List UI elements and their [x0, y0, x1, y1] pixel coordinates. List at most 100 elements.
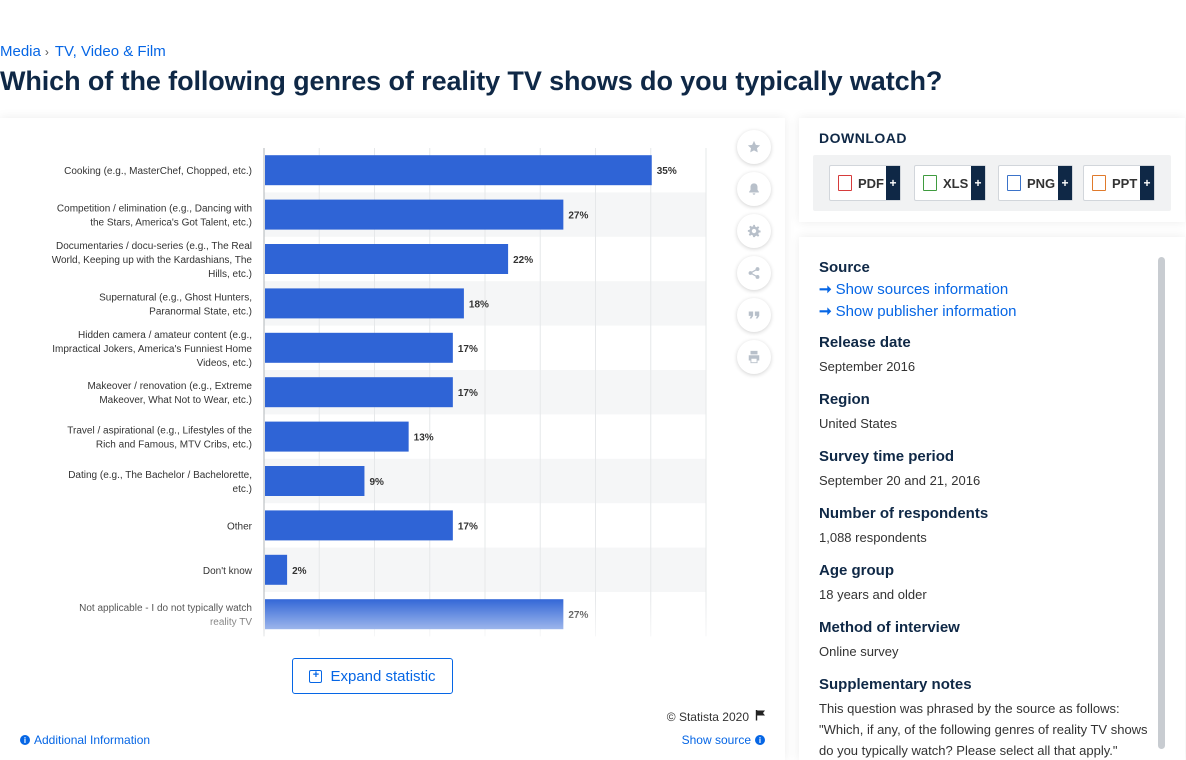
xls-file-icon: [923, 175, 937, 191]
arrow-right-icon: ➞: [819, 303, 832, 320]
details-scrollbar[interactable]: [1158, 257, 1165, 749]
chart-panel: 35% Cooking (e.g., MasterChef, Chopped, e…: [0, 118, 785, 760]
value-label: 22%: [513, 255, 533, 266]
expand-statistic-button[interactable]: + Expand statistic: [292, 658, 453, 694]
png-plus: +: [1058, 166, 1072, 200]
category-label: Paranormal State, etc.): [149, 306, 252, 317]
release-date-value: September 2016: [819, 359, 916, 374]
bar: [265, 332, 453, 363]
release-date-label: Release date: [819, 334, 911, 351]
category-label: Supernatural (e.g., Ghost Hunters,: [99, 292, 252, 303]
breadcrumb: Media › TV, Video & Film: [0, 43, 166, 60]
details-list: Source ➞ Show sources information ➞ Show p…: [819, 259, 1149, 760]
survey-period-value: September 20 and 21, 2016: [819, 473, 981, 488]
page-title: Which of the following genres of reality…: [0, 66, 943, 96]
fade-overlay: [0, 598, 730, 638]
pdf-label: PDF: [858, 175, 884, 191]
download-buttons: PDF + XLS + PNG + PPT +: [813, 155, 1171, 211]
category-label: Videos, etc.): [197, 358, 252, 369]
pdf-file-icon: [838, 175, 852, 191]
download-panel: DOWNLOAD PDF + XLS + PNG + PPT +: [799, 118, 1185, 222]
chart-tools: [737, 130, 773, 382]
details-panel: Source ➞ Show sources information ➞ Show p…: [799, 237, 1185, 760]
download-ppt-button[interactable]: PPT +: [1083, 165, 1155, 201]
gear-icon[interactable]: [737, 214, 771, 248]
breadcrumb-tv-video-film[interactable]: TV, Video & Film: [54, 43, 166, 60]
bell-icon[interactable]: [737, 172, 771, 206]
value-label: 18%: [469, 299, 489, 310]
bar: [265, 377, 453, 408]
show-source-label: Show source: [681, 733, 751, 747]
download-png-button[interactable]: PNG +: [998, 165, 1073, 201]
value-label: 35%: [657, 166, 677, 177]
value-label: 17%: [458, 521, 478, 532]
flag-icon[interactable]: [755, 709, 767, 724]
category-label: Travel / aspirational (e.g., Lifestyles …: [67, 426, 252, 437]
quote-icon[interactable]: [737, 298, 771, 332]
region-value: United States: [819, 416, 898, 431]
xls-plus: +: [971, 166, 985, 200]
bar: [265, 421, 409, 452]
category-label: Competition / elimination (e.g., Dancing…: [57, 204, 252, 215]
copyright: © Statista 2020: [667, 709, 767, 724]
source-label: Source: [819, 259, 870, 276]
respondents-value: 1,088 respondents: [819, 530, 927, 545]
ppt-plus: +: [1140, 166, 1154, 200]
bar: [265, 466, 365, 496]
additional-information-link[interactable]: i Additional Information: [20, 733, 150, 747]
value-label: 17%: [458, 388, 478, 399]
download-title: DOWNLOAD: [819, 130, 907, 146]
category-label: Don't know: [203, 566, 253, 577]
bar: [265, 288, 464, 319]
share-icon[interactable]: [737, 256, 771, 290]
category-label: Rich and Famous, MTV Cribs, etc.): [96, 440, 252, 451]
show-publisher-link[interactable]: ➞ Show publisher information: [819, 302, 1149, 321]
category-label: Hidden camera / amateur content (e.g.,: [78, 330, 252, 341]
supplementary-notes-value: This question was phrased by the source …: [819, 701, 1148, 758]
show-source-link[interactable]: Show source i: [682, 733, 765, 747]
value-label: 17%: [458, 344, 478, 355]
category-label: Dating (e.g., The Bachelor / Bachelorett…: [68, 470, 252, 481]
value-label: 2%: [292, 566, 307, 577]
category-label: Makeover / renovation (e.g., Extreme: [87, 381, 252, 392]
category-label: Other: [227, 521, 253, 532]
category-label: the Stars, America's Got Talent, etc.): [90, 218, 252, 229]
download-pdf-button[interactable]: PDF +: [829, 165, 901, 201]
age-group-label: Age group: [819, 562, 894, 579]
category-label: Hills, etc.): [208, 269, 252, 280]
category-label: Cooking (e.g., MasterChef, Chopped, etc.…: [64, 166, 252, 177]
png-file-icon: [1007, 175, 1021, 191]
value-label: 27%: [568, 211, 588, 222]
bar: [265, 155, 652, 186]
star-icon[interactable]: [737, 130, 771, 164]
png-label: PNG: [1027, 175, 1056, 191]
info-icon: i: [755, 735, 765, 745]
survey-period-label: Survey time period: [819, 448, 955, 465]
bar: [265, 554, 288, 585]
category-label: Makeover, What Not to Wear, etc.): [99, 395, 252, 406]
breadcrumb-media[interactable]: Media: [0, 43, 41, 60]
ppt-file-icon: [1092, 175, 1106, 191]
copyright-text: © Statista 2020: [666, 709, 749, 724]
print-icon[interactable]: [737, 340, 771, 374]
value-label: 13%: [414, 433, 434, 444]
bar: [265, 244, 509, 274]
info-icon: i: [20, 735, 30, 745]
additional-information-label: Additional Information: [34, 733, 151, 747]
respondents-label: Number of respondents: [819, 505, 989, 522]
download-xls-button[interactable]: XLS +: [914, 165, 986, 201]
method-label: Method of interview: [819, 619, 960, 636]
bar-chart: 35% Cooking (e.g., MasterChef, Chopped, e…: [0, 148, 730, 638]
expand-statistic-label: Expand statistic: [330, 667, 436, 685]
pdf-plus: +: [886, 166, 900, 200]
xls-label: XLS: [943, 175, 969, 191]
category-label: Impractical Jokers, America's Funniest H…: [52, 344, 252, 355]
show-sources-link[interactable]: ➞ Show sources information: [819, 280, 1149, 299]
region-label: Region: [819, 391, 870, 408]
value-label: 9%: [369, 477, 384, 488]
ppt-label: PPT: [1112, 175, 1138, 191]
show-sources-label: Show sources information: [835, 280, 1009, 298]
bar: [265, 199, 564, 230]
category-label: World, Keeping up with the Kardashians, …: [52, 255, 253, 266]
bar: [265, 510, 453, 541]
